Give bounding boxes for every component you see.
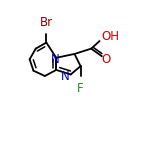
- Text: N: N: [51, 53, 60, 66]
- Text: N: N: [61, 70, 70, 83]
- Text: OH: OH: [102, 30, 119, 43]
- Text: O: O: [101, 53, 110, 66]
- Text: Br: Br: [40, 16, 53, 29]
- Text: F: F: [77, 82, 84, 95]
